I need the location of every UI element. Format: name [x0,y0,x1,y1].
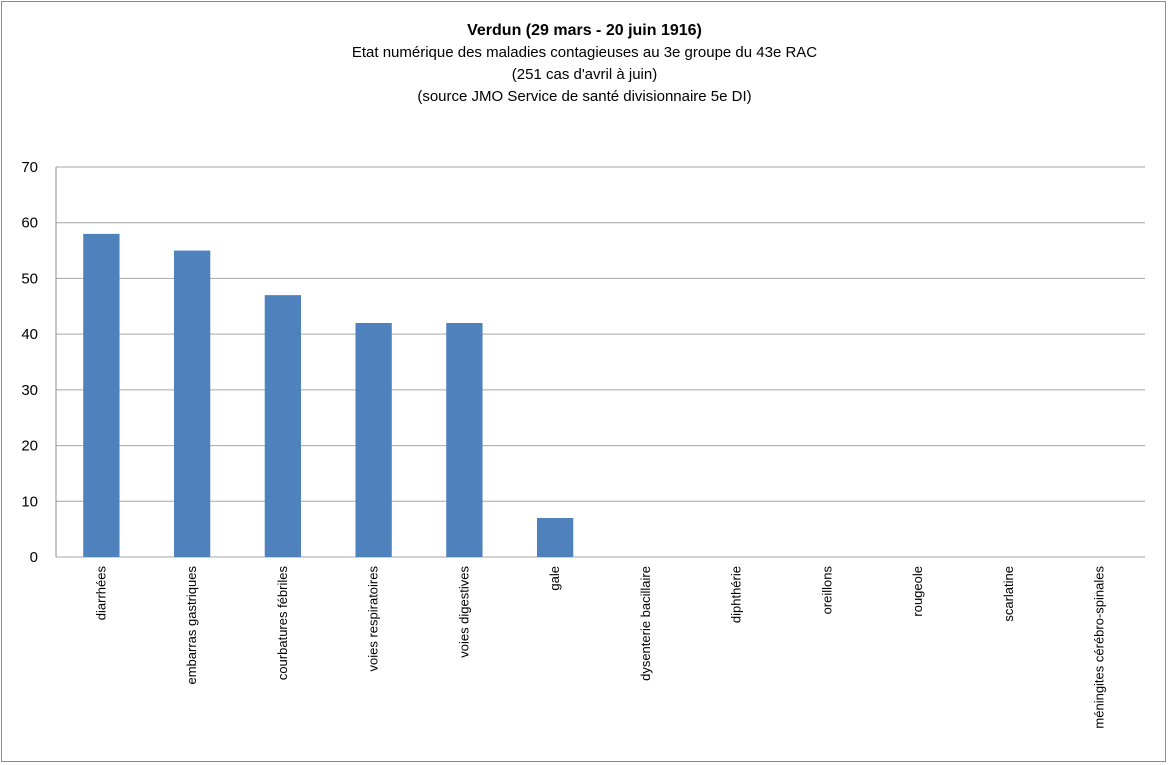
y-tick-label: 60 [21,215,38,232]
bar [536,518,574,557]
y-tick-label: 50 [21,270,38,287]
x-category-label: embarras gastriques [184,566,199,685]
y-tick-label: 70 [21,159,38,176]
chart-subtitle-1: Etat numérique des maladies contagieuses… [351,44,818,61]
x-category-label: méningites cérébro-spinales [1092,566,1107,729]
chart-subtitle-2: (251 cas d'avril à juin) [511,66,658,83]
bar [173,250,211,558]
bar [83,233,120,557]
x-category-label: gale [547,566,562,591]
grid-lines [55,166,1145,558]
x-category-label: diarrhées [93,566,108,621]
y-tick-label: 40 [21,326,38,343]
bar [355,323,392,557]
x-category-label: rougeole [910,566,925,617]
x-category-label: diphthérie [729,566,744,623]
x-category-label: scarlatine [1001,566,1016,622]
x-category-label: voies respiratoires [366,566,381,672]
chart-title-block: Verdun (29 mars - 20 juin 1916) Etat num… [2,20,1167,108]
y-tick-label: 0 [30,549,38,566]
y-tick-label: 30 [21,382,38,399]
chart-title: Verdun (29 mars - 20 juin 1916) [467,22,702,39]
y-tick-label: 20 [21,438,38,455]
x-category-label: voies digestives [456,566,471,658]
y-tick-label: 10 [21,493,38,510]
chart-subtitle-3: (source JMO Service de santé divisionnai… [417,88,752,105]
x-category-label: dysenterie bacillaire [638,566,653,681]
bar [446,323,483,557]
x-category-label: courbatures fébriles [275,566,290,681]
x-category-label: oreillons [819,566,834,615]
bar [264,295,302,557]
x-axis-labels: diarrhées embarras gastriques courbatures … [93,566,1106,729]
y-axis-ticks: 0 10 20 30 40 50 60 70 [21,159,38,566]
bars [83,233,574,558]
